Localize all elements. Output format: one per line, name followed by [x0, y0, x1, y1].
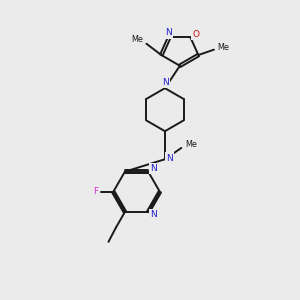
- Text: O: O: [192, 30, 199, 39]
- Text: Me: Me: [131, 35, 143, 44]
- Text: N: N: [165, 28, 172, 38]
- Text: N: N: [150, 211, 157, 220]
- Text: N: N: [162, 78, 169, 87]
- Text: Me: Me: [131, 35, 143, 44]
- Text: F: F: [93, 187, 98, 196]
- Text: Me: Me: [185, 140, 197, 149]
- Text: O: O: [192, 30, 199, 39]
- Text: N: N: [150, 211, 157, 220]
- Text: Me: Me: [218, 43, 230, 52]
- Text: Me: Me: [218, 43, 230, 52]
- Text: N: N: [165, 28, 172, 38]
- Text: N: N: [150, 164, 157, 173]
- Text: F: F: [93, 187, 98, 196]
- Text: N: N: [166, 154, 173, 163]
- Text: Me: Me: [185, 140, 197, 149]
- Text: N: N: [166, 154, 173, 163]
- Text: N: N: [162, 78, 169, 87]
- Text: N: N: [150, 164, 157, 173]
